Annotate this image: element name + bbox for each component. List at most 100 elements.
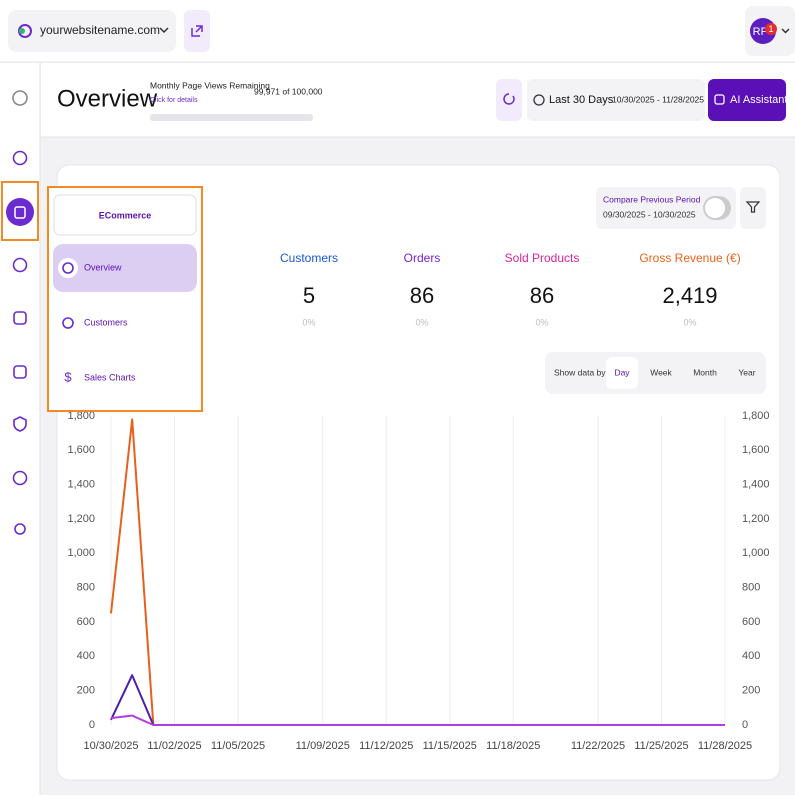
period-option[interactable]: Week — [650, 367, 672, 377]
pageviews-label: Monthly Page Views Remaining — [150, 80, 270, 90]
nav-icon[interactable] — [13, 365, 27, 379]
y-tick-label: 400 — [77, 650, 95, 662]
nav-icon[interactable] — [13, 416, 27, 432]
kpi-label: Orders — [404, 251, 441, 265]
period-option[interactable]: Day — [614, 367, 630, 377]
x-tick-label: 11/22/2025 — [571, 740, 625, 752]
item-icon — [62, 317, 74, 329]
submenu-item[interactable]: Sales Charts — [84, 372, 136, 382]
x-tick-label: 11/18/2025 — [486, 740, 540, 752]
submenu-item[interactable]: Customers — [84, 317, 128, 327]
badge-count: 1 — [768, 24, 773, 34]
x-tick-label: 11/09/2025 — [296, 740, 350, 752]
kpi-change: 0% — [683, 317, 696, 327]
period-option[interactable]: Year — [738, 367, 755, 377]
date-range[interactable] — [527, 79, 705, 121]
refresh-button[interactable] — [496, 79, 522, 121]
y2-tick-label: 800 — [742, 582, 760, 594]
kpi-value: 5 — [303, 283, 315, 308]
selected-period — [606, 357, 638, 389]
y2-tick-label: 200 — [742, 685, 760, 697]
kpi-change: 0% — [415, 317, 428, 327]
submenu-title-box — [53, 194, 197, 236]
avatar-initials: RF — [753, 26, 768, 38]
y2-tick-label: 0 — [742, 719, 748, 731]
compare-box — [596, 187, 736, 229]
y-tick-label: 1,000 — [67, 547, 95, 559]
y-tick-label: 200 — [77, 685, 95, 697]
filter-button[interactable] — [740, 187, 766, 229]
sidebar — [0, 63, 40, 795]
y2-tick-label: 600 — [742, 616, 760, 628]
nav-icon[interactable] — [13, 311, 27, 325]
dashboard-icon[interactable] — [12, 150, 28, 166]
item-icon — [62, 262, 74, 274]
x-tick-label: 11/12/2025 — [359, 740, 413, 752]
x-tick-label: 10/30/2025 — [83, 740, 138, 752]
x-tick-label: 11/15/2025 — [423, 740, 477, 752]
ecommerce-icon[interactable] — [6, 198, 34, 226]
y2-tick-label: 1,000 — [742, 547, 770, 559]
compare-dates: 09/30/2025 - 10/30/2025 — [603, 209, 696, 219]
item-icon: $ — [64, 369, 72, 384]
external-icon — [191, 25, 203, 37]
y2-tick-label: 400 — [742, 650, 760, 662]
submenu-title: ECommerce — [99, 210, 152, 220]
ai-label: AI Assistant — [730, 94, 787, 106]
submenu-item[interactable]: Overview — [84, 262, 122, 272]
x-tick-label: 11/02/2025 — [147, 740, 201, 752]
kpi-change: 0% — [302, 317, 315, 327]
chat-icon — [714, 94, 725, 105]
range-label: Last 30 Days — [549, 94, 614, 106]
kpi-change: 0% — [535, 317, 548, 327]
compare-label: Compare Previous Period — [603, 194, 701, 204]
x-tick-label: 11/25/2025 — [634, 740, 688, 752]
y-tick-label: 800 — [77, 582, 95, 594]
ai-button[interactable] — [708, 79, 786, 121]
chevron — [159, 27, 169, 34]
period-option[interactable]: Month — [693, 367, 717, 377]
y2-tick-label: 1,200 — [742, 513, 770, 525]
x-tick-label: 11/28/2025 — [698, 740, 752, 752]
y-tick-label: 600 — [77, 616, 95, 628]
y-tick-label: 1,400 — [67, 479, 95, 491]
y-tick-label: 1,800 — [67, 410, 95, 422]
bag-icon — [14, 206, 26, 219]
settings-icon[interactable] — [12, 470, 28, 486]
item-icon-bg — [58, 258, 78, 278]
range-dates: 10/30/2025 - 11/28/2025 — [612, 94, 704, 104]
x-tick-label: 11/05/2025 — [211, 740, 265, 752]
badge — [765, 23, 777, 35]
kpi-value: 86 — [530, 283, 554, 308]
toggle-knob — [705, 198, 725, 218]
details-link[interactable]: Click for details — [150, 97, 198, 104]
filter-icon — [745, 201, 761, 213]
y-tick-label: 1,200 — [67, 513, 95, 525]
active-item — [53, 244, 197, 292]
refresh-icon — [503, 93, 515, 105]
kpi-label: Customers — [280, 251, 338, 265]
site-selector[interactable] — [8, 10, 176, 52]
page-title: Overview — [57, 85, 158, 112]
pageviews-value: 99,971 of 100,000 — [254, 86, 323, 96]
chevron — [781, 28, 790, 34]
nav-icon[interactable] — [12, 257, 28, 273]
kpi-value: 86 — [410, 283, 434, 308]
y2-tick-label: 1,800 — [742, 410, 770, 422]
kpi-label: Gross Revenue (€) — [639, 251, 740, 265]
y-tick-label: 1,600 — [67, 444, 95, 456]
series-line — [110, 714, 725, 726]
kpi-label: Sold Products — [505, 251, 580, 265]
kpi-value: 2,419 — [662, 283, 717, 308]
y-tick-label: 0 — [89, 719, 95, 731]
collapse-icon[interactable] — [12, 90, 28, 106]
show-data-label: Show data by: — [554, 367, 608, 377]
site-name: yourwebsitename.com — [40, 23, 160, 37]
highlight-box — [1, 181, 39, 241]
nav-icon[interactable] — [14, 523, 26, 535]
y2-tick-label: 1,400 — [742, 479, 770, 491]
globe-dot — [19, 28, 25, 34]
y2-tick-label: 1,600 — [742, 444, 770, 456]
clock-icon — [533, 94, 545, 106]
